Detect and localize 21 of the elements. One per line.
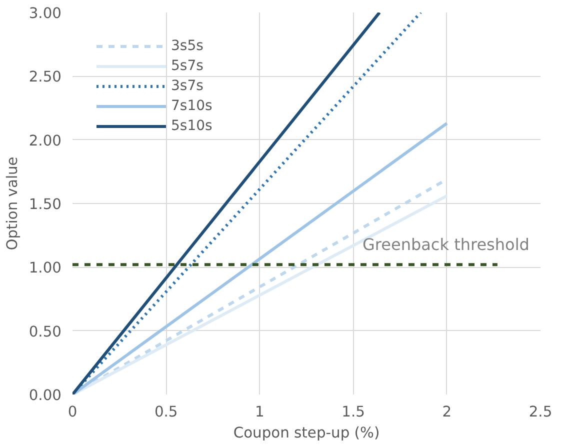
legend-label: 5s7s: [171, 58, 204, 74]
annotation: Greenback threshold: [362, 235, 530, 254]
y-tick-label: 2.00: [28, 132, 62, 150]
y-tick-label: 0.00: [28, 387, 62, 404]
y-axis-title: Option value: [4, 156, 21, 250]
legend-label: 3s7s: [171, 78, 204, 94]
x-tick-label: 2.5: [528, 404, 552, 420]
x-tick-label: 0.5: [154, 404, 178, 420]
y-tick-label: 1.50: [28, 196, 62, 213]
x-tick-label: 1: [255, 404, 264, 420]
y-tick-label: 2.50: [28, 68, 62, 86]
legend-label: 5s10s: [171, 118, 212, 134]
y-tick-label: 3.00: [28, 5, 62, 22]
legend-label: 7s10s: [171, 98, 212, 114]
x-tick-label: 0: [68, 404, 78, 420]
x-axis-title: Coupon step-up (%): [233, 424, 380, 442]
x-tick-label: 1.5: [342, 404, 365, 420]
legend-label: 3s5s: [171, 38, 204, 54]
x-tick-label: 2: [442, 404, 452, 420]
y-tick-label: 1.00: [28, 260, 62, 277]
y-tick-label: 0.50: [28, 323, 62, 340]
